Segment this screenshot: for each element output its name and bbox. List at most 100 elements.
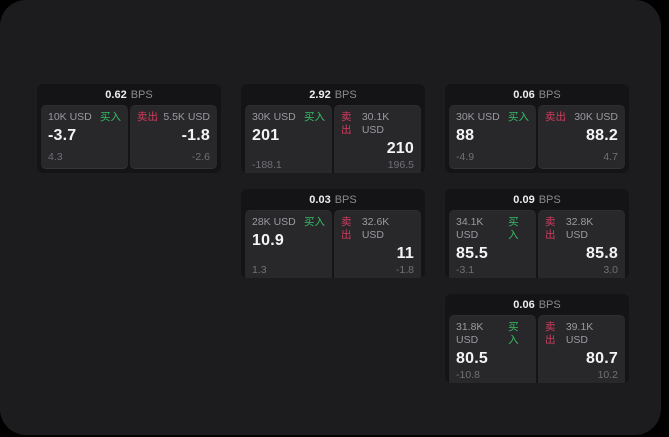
card-header: 0.06 BPS bbox=[445, 294, 629, 315]
buy-pane[interactable]: 34.1K USD 买入 85.5 -3.1 bbox=[449, 210, 536, 278]
buy-pane-top: 28K USD 买入 bbox=[252, 216, 325, 229]
sell-pane-top: 卖出 5.5K USD bbox=[137, 111, 210, 124]
buy-amount: 10K USD bbox=[48, 111, 92, 123]
buy-value: 10.9 bbox=[252, 232, 284, 249]
sell-pane-top: 卖出 39.1K USD bbox=[545, 321, 618, 347]
sell-sub-value: -1.8 bbox=[395, 264, 414, 276]
bps-unit-label: BPS bbox=[334, 88, 357, 101]
sell-sub-value: -2.6 bbox=[191, 151, 210, 163]
buy-pane-top: 10K USD 买入 bbox=[48, 111, 121, 124]
sell-pane[interactable]: 卖出 32.6K USD 11 -1.8 bbox=[334, 210, 421, 278]
sell-pane[interactable]: 卖出 32.8K USD 85.8 3.0 bbox=[538, 210, 625, 278]
buy-pane[interactable]: 30K USD 买入 88 -4.9 bbox=[449, 105, 536, 169]
bps-unit-label: BPS bbox=[538, 88, 561, 101]
bps-value: 0.06 bbox=[513, 88, 535, 101]
bps-unit-label: BPS bbox=[334, 193, 357, 206]
buy-amount: 30K USD bbox=[252, 111, 296, 123]
buy-pane-top: 30K USD 买入 bbox=[252, 111, 325, 124]
sell-sub-value: 196.5 bbox=[387, 159, 414, 171]
buy-badge: 买入 bbox=[100, 111, 121, 123]
sell-sub-value: 3.0 bbox=[603, 264, 618, 276]
sell-amount: 30K USD bbox=[574, 111, 618, 123]
sell-badge: 卖出 bbox=[545, 216, 556, 241]
sell-value: -1.8 bbox=[181, 127, 210, 144]
buy-amount: 31.8K USD bbox=[456, 321, 484, 346]
card-body: 31.8K USD 买入 80.5 -10.8 卖出 39.1K USD 80.… bbox=[445, 315, 629, 383]
sell-value: 210 bbox=[386, 140, 414, 157]
buy-badge: 买入 bbox=[304, 216, 325, 228]
buy-pane[interactable]: 31.8K USD 买入 80.5 -10.8 bbox=[449, 315, 536, 383]
card-body: 30K USD 买入 88 -4.9 卖出 30K USD 88.2 4.7 bbox=[445, 105, 629, 173]
card-body: 34.1K USD 买入 85.5 -3.1 卖出 32.8K USD 85.8… bbox=[445, 210, 629, 278]
buy-pane[interactable]: 10K USD 买入 -3.7 4.3 bbox=[41, 105, 128, 169]
sell-amount: 32.6K USD bbox=[361, 216, 390, 241]
card-body: 10K USD 买入 -3.7 4.3 卖出 5.5K USD -1.8 -2.… bbox=[37, 105, 221, 173]
sell-pane[interactable]: 卖出 5.5K USD -1.8 -2.6 bbox=[130, 105, 217, 169]
sell-amount: 30.1K USD bbox=[361, 111, 390, 136]
buy-amount: 28K USD bbox=[252, 216, 296, 228]
bps-value: 0.03 bbox=[309, 193, 331, 206]
bps-value: 0.09 bbox=[513, 193, 535, 206]
sell-badge: 卖出 bbox=[545, 111, 566, 123]
sell-sub-value: 10.2 bbox=[597, 369, 618, 381]
quote-card: 0.62 BPS 10K USD 买入 -3.7 4.3 卖出 5.5K USD… bbox=[37, 84, 221, 173]
card-header: 0.06 BPS bbox=[445, 84, 629, 105]
sell-pane-top: 卖出 32.8K USD bbox=[545, 216, 618, 242]
buy-sub-value: -4.9 bbox=[456, 151, 475, 163]
quote-card: 0.06 BPS 31.8K USD 买入 80.5 -10.8 卖出 39.1… bbox=[445, 294, 629, 383]
buy-amount: 34.1K USD bbox=[456, 216, 484, 241]
card-body: 30K USD 买入 201 -188.1 卖出 30.1K USD 210 1… bbox=[241, 105, 425, 173]
buy-badge: 买入 bbox=[508, 111, 529, 123]
buy-sub-value: 1.3 bbox=[252, 264, 267, 276]
sell-pane-top: 卖出 30.1K USD bbox=[341, 111, 414, 137]
buy-badge: 买入 bbox=[508, 321, 519, 346]
bps-value: 2.92 bbox=[309, 88, 331, 101]
sell-pane-top: 卖出 30K USD bbox=[545, 111, 618, 124]
quote-card: 0.06 BPS 30K USD 买入 88 -4.9 卖出 30K USD 8… bbox=[445, 84, 629, 173]
sell-badge: 卖出 bbox=[341, 111, 352, 136]
sell-value: 85.8 bbox=[586, 245, 618, 262]
cards-grid: 0.62 BPS 10K USD 买入 -3.7 4.3 卖出 5.5K USD… bbox=[37, 84, 629, 383]
bps-value: 0.62 bbox=[105, 88, 127, 101]
card-header: 0.09 BPS bbox=[445, 189, 629, 210]
sell-value: 88.2 bbox=[586, 127, 618, 144]
buy-badge: 买入 bbox=[304, 111, 325, 123]
buy-value: 85.5 bbox=[456, 245, 488, 262]
bps-unit-label: BPS bbox=[538, 193, 561, 206]
sell-pane-top: 卖出 32.6K USD bbox=[341, 216, 414, 242]
card-header: 2.92 BPS bbox=[241, 84, 425, 105]
card-header: 0.62 BPS bbox=[37, 84, 221, 105]
sell-pane[interactable]: 卖出 30.1K USD 210 196.5 bbox=[334, 105, 421, 173]
buy-pane-top: 34.1K USD 买入 bbox=[456, 216, 529, 242]
buy-value: 80.5 bbox=[456, 350, 488, 367]
sell-value: 80.7 bbox=[586, 350, 618, 367]
sell-amount: 5.5K USD bbox=[163, 111, 210, 123]
sell-badge: 卖出 bbox=[341, 216, 352, 241]
quote-card: 0.09 BPS 34.1K USD 买入 85.5 -3.1 卖出 32.8K… bbox=[445, 189, 629, 278]
buy-amount: 30K USD bbox=[456, 111, 500, 123]
buy-value: 201 bbox=[252, 127, 280, 144]
buy-pane[interactable]: 30K USD 买入 201 -188.1 bbox=[245, 105, 332, 173]
sell-badge: 卖出 bbox=[545, 321, 556, 346]
sell-amount: 39.1K USD bbox=[565, 321, 594, 346]
buy-badge: 买入 bbox=[508, 216, 519, 241]
sell-badge: 卖出 bbox=[137, 111, 158, 123]
buy-sub-value: -188.1 bbox=[252, 159, 282, 171]
card-body: 28K USD 买入 10.9 1.3 卖出 32.6K USD 11 -1.8 bbox=[241, 210, 425, 278]
buy-pane[interactable]: 28K USD 买入 10.9 1.3 bbox=[245, 210, 332, 278]
bps-unit-label: BPS bbox=[538, 298, 561, 311]
buy-value: 88 bbox=[456, 127, 475, 144]
sell-pane[interactable]: 卖出 39.1K USD 80.7 10.2 bbox=[538, 315, 625, 383]
buy-pane-top: 31.8K USD 买入 bbox=[456, 321, 529, 347]
sell-value: 11 bbox=[396, 245, 414, 262]
sell-pane[interactable]: 卖出 30K USD 88.2 4.7 bbox=[538, 105, 625, 169]
buy-sub-value: 4.3 bbox=[48, 151, 63, 163]
buy-pane-top: 30K USD 买入 bbox=[456, 111, 529, 124]
card-header: 0.03 BPS bbox=[241, 189, 425, 210]
buy-sub-value: -3.1 bbox=[456, 264, 475, 276]
bps-unit-label: BPS bbox=[130, 88, 153, 101]
sell-amount: 32.8K USD bbox=[565, 216, 594, 241]
buy-sub-value: -10.8 bbox=[456, 369, 480, 381]
bps-value: 0.06 bbox=[513, 298, 535, 311]
